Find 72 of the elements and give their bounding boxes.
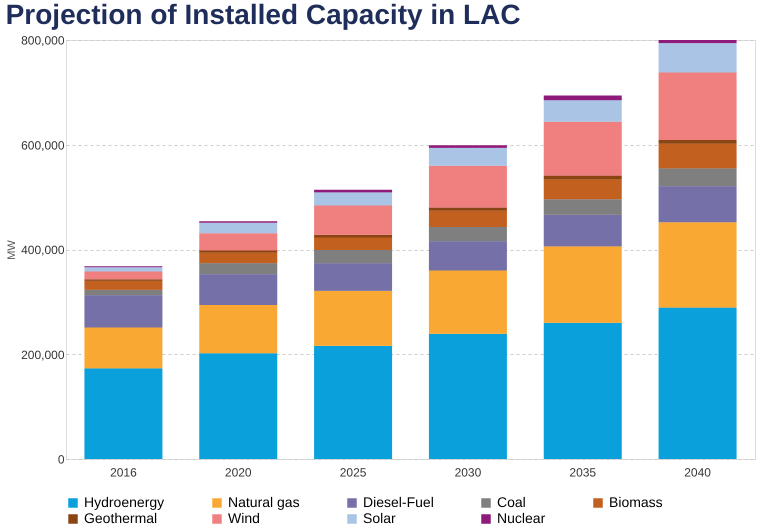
bar	[199, 222, 278, 234]
bar	[84, 295, 162, 328]
y-tick-label: 200,000	[21, 348, 65, 362]
bar	[658, 72, 737, 140]
bar	[199, 233, 278, 251]
bar	[314, 206, 392, 235]
bar	[544, 96, 622, 100]
bar	[428, 210, 507, 227]
x-tick-label: 2030	[454, 466, 482, 480]
bar	[658, 222, 737, 308]
bar	[428, 241, 507, 270]
bar	[428, 148, 507, 166]
y-tick-label: 400,000	[21, 243, 65, 257]
x-tick-label: 2025	[340, 466, 367, 480]
bar	[658, 308, 737, 459]
bar	[314, 237, 392, 250]
bar	[314, 250, 392, 264]
bar	[84, 280, 162, 290]
legend-label: Coal	[497, 494, 526, 510]
bar	[199, 263, 278, 274]
bar	[658, 43, 737, 72]
bar	[84, 272, 162, 280]
x-tick-label: 2035	[569, 466, 596, 480]
bar	[199, 274, 278, 306]
bar	[199, 353, 278, 459]
bar	[658, 140, 737, 144]
bar	[428, 166, 507, 208]
legend-label: Nuclear	[497, 510, 546, 526]
bar	[314, 346, 392, 459]
legend-label: Geothermal	[84, 510, 158, 526]
y-tick-label: 0	[58, 452, 65, 466]
bar	[314, 234, 392, 238]
legend-label: Diesel-Fuel	[363, 494, 434, 510]
bar	[84, 290, 162, 296]
bar	[544, 199, 622, 215]
x-tick-label: 2020	[224, 466, 252, 480]
bar	[199, 305, 278, 354]
legend-label: Wind	[228, 510, 260, 526]
bar	[428, 226, 507, 242]
bar	[199, 252, 278, 264]
y-axis-title: MW	[6, 240, 18, 260]
bar	[84, 368, 162, 459]
chart-title: Projection of Installed Capacity in LAC	[6, 0, 521, 30]
bar	[314, 192, 392, 206]
legend-label: Natural gas	[228, 494, 300, 510]
bar	[544, 322, 622, 459]
bar	[314, 263, 392, 291]
legend-label: Biomass	[609, 494, 663, 510]
bar	[658, 144, 737, 168]
bar	[314, 190, 392, 192]
bar	[84, 267, 162, 272]
x-tick-label: 2040	[684, 466, 712, 480]
bar	[314, 290, 392, 346]
bar	[658, 186, 737, 222]
bar	[658, 40, 737, 44]
bar	[658, 168, 737, 186]
bar	[428, 208, 507, 211]
bar	[544, 179, 622, 200]
bar	[544, 246, 622, 323]
y-tick-label: 600,000	[21, 138, 65, 152]
x-tick-label: 2016	[110, 466, 138, 480]
bar	[544, 100, 622, 122]
legend-label: Solar	[363, 510, 396, 526]
bar	[428, 270, 507, 334]
bar	[544, 122, 622, 176]
bar	[544, 176, 622, 180]
bar	[428, 145, 507, 148]
legend-label: Hydroenergy	[84, 494, 164, 510]
bar	[84, 328, 162, 368]
bar	[544, 214, 622, 246]
y-tick-label: 800,000	[21, 34, 65, 48]
bar	[428, 334, 507, 459]
